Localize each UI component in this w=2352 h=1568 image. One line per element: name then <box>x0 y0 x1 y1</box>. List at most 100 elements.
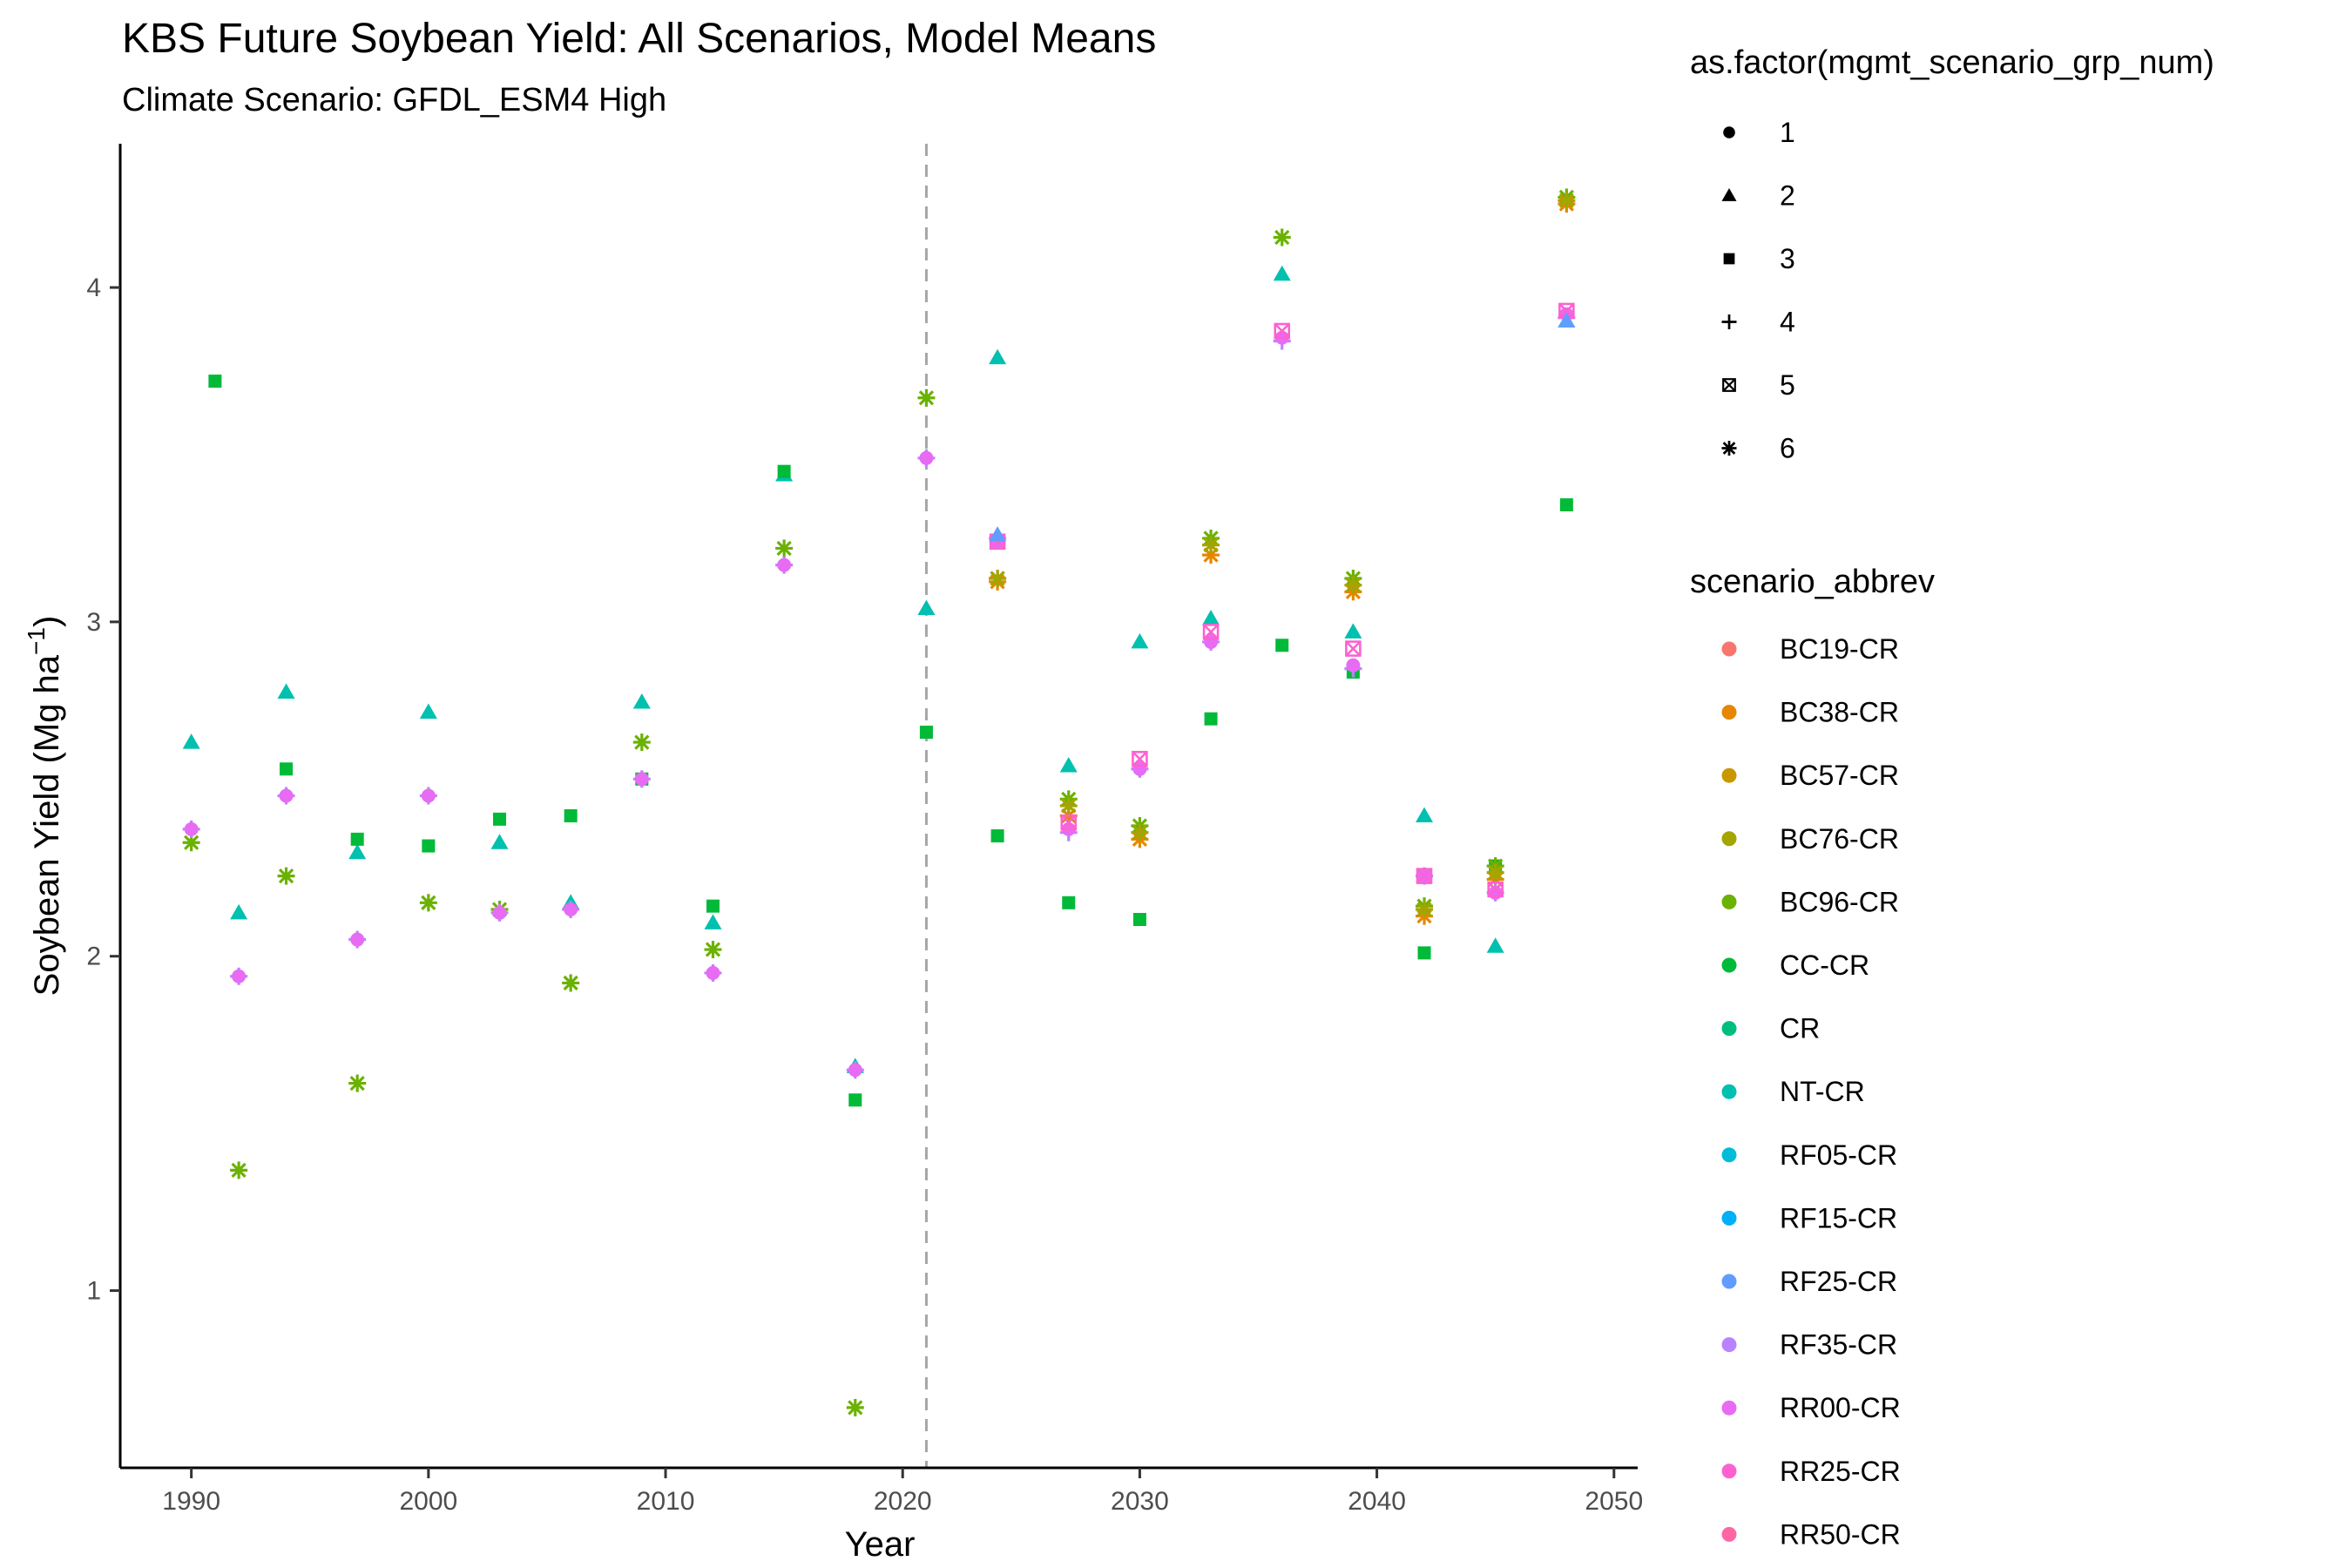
y-axis-ticks: 1 2 3 4 <box>86 274 120 1306</box>
y-tick-label: 1 <box>86 1277 101 1306</box>
data-point <box>564 902 578 916</box>
data-point <box>1346 658 1361 672</box>
data-point <box>562 974 580 992</box>
color-legend-label: BC96-CR <box>1780 886 1899 917</box>
color-legend-key <box>1721 831 1737 847</box>
shape-legend-label: 6 <box>1780 433 1795 464</box>
chart-subtitle: Climate Scenario: GFDL_ESM4 High <box>122 82 666 118</box>
color-legend-key <box>1721 957 1737 973</box>
data-point <box>232 969 247 983</box>
y-axis-title: Soybean Yield (Mg ha−1) <box>23 616 66 997</box>
data-point <box>989 569 1007 587</box>
color-legend-label: RR50-CR <box>1780 1518 1901 1550</box>
data-point <box>1132 913 1146 927</box>
data-point <box>348 1074 367 1092</box>
data-point <box>1416 900 1434 918</box>
data-point <box>1131 823 1149 841</box>
color-legend-key <box>1721 894 1737 909</box>
shape-legend-title: as.factor(mgmt_scenario_grp_num) <box>1690 44 2214 81</box>
data-point <box>1416 868 1433 884</box>
data-point <box>350 932 365 947</box>
x-tick-label: 1990 <box>162 1487 220 1516</box>
data-point <box>777 558 792 572</box>
data-point <box>989 348 1007 365</box>
data-point <box>1275 639 1289 652</box>
color-legend-label: RR00-CR <box>1780 1392 1901 1423</box>
color-legend-label: RF25-CR <box>1780 1266 1897 1297</box>
shape-legend-key <box>1721 314 1737 329</box>
color-legend-key <box>1721 1526 1737 1542</box>
data-point <box>208 375 222 389</box>
color-legend-key <box>1721 1337 1737 1353</box>
series-cc-cr <box>208 375 1573 1107</box>
data-point <box>1273 265 1291 281</box>
x-tick-label: 2040 <box>1348 1487 1406 1516</box>
data-point <box>277 867 295 885</box>
color-legend-label: RF05-CR <box>1780 1139 1897 1171</box>
y-tick-label: 2 <box>86 943 101 971</box>
data-point <box>1204 712 1218 726</box>
shape-legend-label: 5 <box>1780 369 1795 401</box>
shape-legend-key <box>1722 378 1736 392</box>
color-legend-label: BC19-CR <box>1780 633 1899 665</box>
color-legend-label: BC76-CR <box>1780 823 1899 855</box>
x-tick-label: 2010 <box>637 1487 695 1516</box>
data-point <box>632 733 651 752</box>
data-point <box>777 464 791 478</box>
data-point <box>564 809 578 823</box>
data-point <box>848 1063 862 1078</box>
data-point <box>706 899 720 913</box>
data-point <box>632 693 651 709</box>
data-point <box>1487 881 1504 898</box>
shape-legend-key <box>1721 441 1737 456</box>
data-point <box>184 821 199 836</box>
color-legend-key <box>1721 1021 1737 1037</box>
series-rr25-cr <box>989 302 1575 898</box>
data-point <box>1060 814 1078 831</box>
series-rf35-cr <box>182 308 1576 1079</box>
x-tick-label: 2030 <box>1111 1487 1169 1516</box>
data-point <box>350 832 364 846</box>
shape-legend-label: 1 <box>1780 117 1795 148</box>
y-axis-title-superscript: −1 <box>23 627 50 655</box>
data-point <box>1344 576 1362 594</box>
color-legend-key <box>1721 1210 1737 1226</box>
shape-legend-key <box>1723 253 1735 265</box>
data-point <box>1344 623 1362 639</box>
data-point <box>1416 807 1434 823</box>
series-rf25-cr <box>989 312 1576 542</box>
data-point <box>846 1398 864 1416</box>
data-point <box>919 450 934 465</box>
data-point <box>182 834 200 852</box>
color-legend: BC19-CR BC38-CR BC57-CR BC76-CR BC96-CR CC-CR… <box>1721 633 1901 1550</box>
color-legend-key <box>1721 1463 1737 1479</box>
x-tick-label: 2020 <box>874 1487 932 1516</box>
color-legend-label: RF15-CR <box>1780 1202 1897 1233</box>
color-legend-key <box>1721 641 1737 657</box>
color-legend-key <box>1721 1147 1737 1163</box>
chart-title: KBS Future Soybean Yield: All Scenarios,… <box>122 16 1156 62</box>
series-bc76-cr <box>989 192 1576 918</box>
data-point <box>419 703 437 720</box>
data-point <box>1202 624 1220 640</box>
color-legend-key <box>1721 705 1737 720</box>
color-legend-label: RR25-CR <box>1780 1456 1901 1487</box>
data-point <box>704 914 722 929</box>
data-point <box>182 733 200 749</box>
series-bc96-cr <box>182 188 1576 1416</box>
series-nt-cr <box>182 265 1576 1073</box>
data-point <box>493 812 506 826</box>
data-point <box>422 839 436 853</box>
data-point <box>919 726 933 740</box>
x-tick-label: 2000 <box>399 1487 457 1516</box>
data-point <box>704 941 722 959</box>
shape-legend-label: 3 <box>1780 243 1795 274</box>
data-point <box>990 829 1004 843</box>
data-point <box>1273 228 1291 247</box>
color-legend-key <box>1721 1274 1737 1289</box>
x-axis-title: Year <box>845 1525 916 1564</box>
color-legend-key <box>1721 1400 1737 1416</box>
data-point <box>230 903 248 920</box>
data-point <box>1062 896 1076 909</box>
data-point <box>1202 536 1220 554</box>
